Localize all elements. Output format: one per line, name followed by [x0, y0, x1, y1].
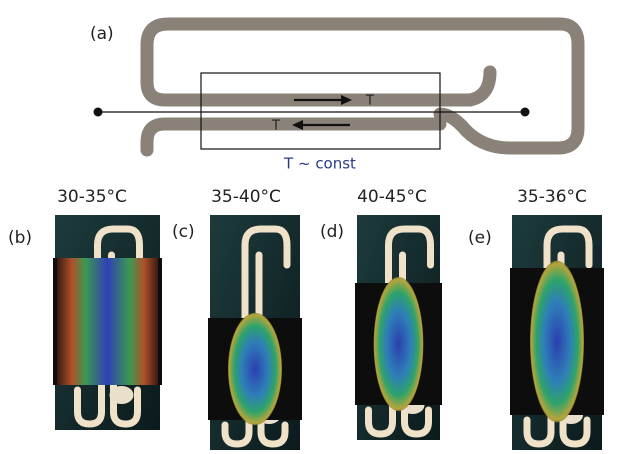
channel: [147, 124, 440, 150]
temperature-label: 30-35°C: [57, 187, 127, 207]
arrow-label: T: [365, 94, 374, 109]
panel-label: (b): [8, 228, 32, 248]
panel-label: (e): [468, 228, 492, 248]
caption: T ~ const: [283, 155, 356, 173]
photos: 30-35°C (b) 35-40°C (c) 40-45°C (d) 35-36°C (e): [8, 187, 604, 450]
region-box: [201, 73, 440, 149]
color-band: [57, 258, 158, 385]
channel: [470, 72, 490, 100]
figure: (a) T T T ~ const 30-35°C (b) 35-40°C (c) 40…: [0, 0, 619, 454]
panel-label: (a): [90, 24, 114, 44]
reservoir: [110, 386, 134, 404]
color-blob: [228, 313, 282, 425]
end-dot: [521, 108, 530, 117]
temperature-label: 35-40°C: [211, 187, 281, 207]
panel-label: (d): [320, 222, 344, 242]
temperature-label: 40-45°C: [357, 187, 427, 207]
arrow-label: T: [271, 119, 280, 134]
color-blob: [530, 261, 584, 423]
color-blob: [374, 277, 424, 411]
panel-label: (c): [172, 222, 195, 242]
temperature-label: 35-36°C: [517, 187, 587, 207]
end-dot: [94, 108, 103, 117]
